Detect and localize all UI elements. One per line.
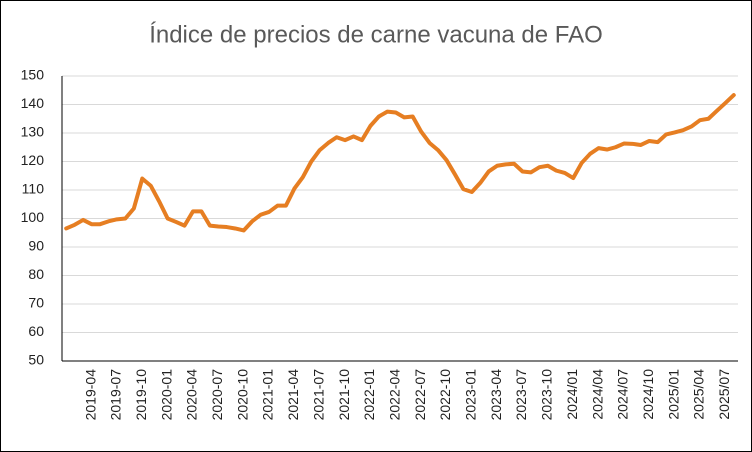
x-tick-label: 2021-10 [336, 369, 352, 421]
x-tick-label: 2022-01 [361, 369, 377, 421]
x-tick-label: 2022-07 [412, 369, 428, 421]
x-tick-label: 2021-07 [310, 369, 326, 421]
x-tick-label: 2024/04 [589, 369, 605, 420]
chart-title: Índice de precios de carne vacuna de FAO [149, 21, 603, 48]
x-tick-label: 2025/04 [691, 369, 707, 420]
y-tick-label: 150 [21, 67, 45, 83]
y-tick-label: 60 [28, 323, 44, 339]
x-tick-label: 2020-04 [184, 369, 200, 421]
y-tick-label: 120 [21, 152, 45, 168]
x-tick-label: 2025/07 [716, 369, 732, 420]
x-tick-label: 2023-04 [488, 369, 504, 421]
x-tick-label: 2025/01 [665, 369, 681, 420]
x-tick-label: 2021-01 [260, 369, 276, 421]
y-tick-label: 100 [21, 209, 45, 225]
y-tick-label: 70 [28, 295, 44, 311]
x-tick-label: 2019-07 [108, 369, 124, 421]
y-tick-label: 80 [28, 266, 44, 282]
x-tick-label: 2020-01 [158, 369, 174, 421]
y-tick-label: 90 [28, 238, 44, 254]
x-tick-label: 2022-10 [437, 369, 453, 421]
x-tick-label: 2019-04 [82, 369, 98, 421]
x-tick-label: 2020-07 [209, 369, 225, 421]
x-tick-label: 2024/10 [640, 369, 656, 420]
y-tick-label: 140 [21, 95, 45, 111]
x-tick-label: 2024/07 [615, 369, 631, 420]
data-line [64, 93, 736, 233]
x-tick-label: 2023-01 [463, 369, 479, 421]
x-tick-label: 2020-10 [234, 369, 250, 421]
x-tick-label: 2021-04 [285, 369, 301, 421]
x-tick-label: 2023-10 [539, 369, 555, 421]
x-tick-label: 2023-07 [513, 369, 529, 421]
x-tick-label: 2024/01 [564, 369, 580, 420]
x-tick-label: 2019-10 [133, 369, 149, 421]
x-tick-label: 2022-04 [386, 369, 402, 421]
y-tick-label: 130 [21, 124, 45, 140]
y-tick-label: 110 [22, 181, 45, 197]
y-tick-label: 50 [28, 352, 44, 368]
